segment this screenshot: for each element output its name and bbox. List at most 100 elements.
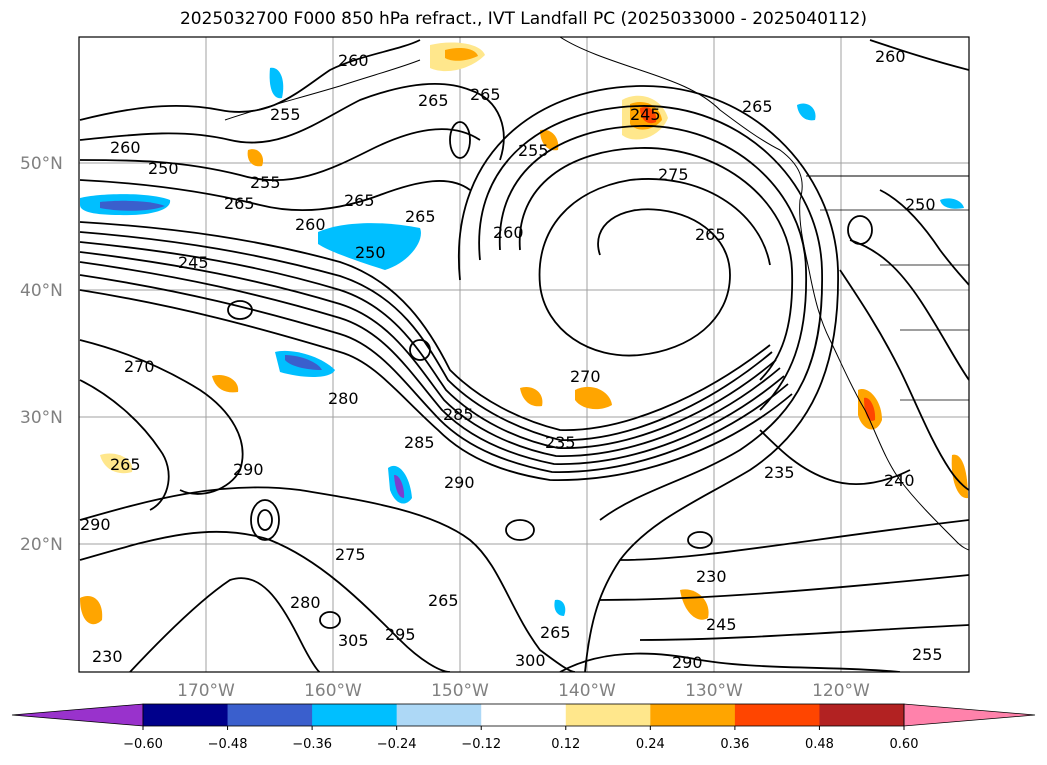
north-america-coastline [559, 37, 969, 551]
colorbar-segment [396, 704, 482, 726]
contour-label: 240 [884, 471, 915, 490]
contour-line [79, 221, 771, 431]
contour-label: 250 [148, 159, 179, 178]
contour-line [79, 251, 781, 457]
contour-cell [409, 339, 431, 361]
contour-line [849, 239, 969, 381]
colorbar-frame [142, 703, 905, 727]
contour-label: 250 [355, 243, 386, 262]
positive-anomaly-peak [640, 106, 657, 124]
contour-line [518, 147, 794, 381]
contour-label: 290 [233, 460, 264, 479]
contour-line [79, 339, 244, 495]
lon-label-170w: 170°W [177, 681, 235, 701]
lon-label-150w: 150°W [431, 681, 489, 701]
contour-label: 290 [80, 515, 111, 534]
shaded-anomalies [80, 42, 968, 625]
contour-label: 305 [338, 631, 369, 650]
positive-anomaly-patch [520, 386, 543, 407]
map-frame [78, 36, 970, 673]
lat-label-40n: 40°N [20, 281, 63, 301]
contour-label: 245 [630, 105, 661, 124]
contour-line [79, 379, 170, 511]
colorbar-tick-label: 0.60 [890, 737, 919, 752]
aleutian-islands [224, 59, 421, 121]
colorbar-segment [734, 704, 820, 726]
contour-line [79, 486, 576, 672]
contour-labels: 260 265 265 255 260 250 255 265 260 265 … [80, 47, 943, 672]
contour-label: 265 [110, 455, 141, 474]
negative-anomaly-core [394, 474, 405, 498]
colorbar-tick-label: −0.24 [377, 737, 417, 752]
lon-label-120w: 120°W [812, 681, 870, 701]
contour-line [129, 577, 321, 672]
colorbar-tick-label: −0.12 [461, 737, 501, 752]
contour-line [538, 178, 771, 357]
map-background [79, 37, 969, 672]
contour-label: 290 [672, 653, 703, 672]
positive-anomaly-core [445, 48, 478, 61]
negative-anomaly-patch [554, 599, 566, 616]
negative-anomaly-patch [318, 223, 421, 270]
contour-line [879, 189, 969, 286]
contour-label: 245 [178, 253, 209, 272]
positive-anomaly-patch [575, 386, 612, 410]
contour-label: 265 [540, 623, 571, 642]
colorbar-segment [481, 704, 567, 726]
contour-label: 275 [658, 165, 689, 184]
contour-line [79, 83, 505, 161]
contour-label: 265 [695, 225, 726, 244]
contour-label: 230 [92, 647, 123, 666]
contour-label: 265 [470, 85, 501, 104]
contour-label: 270 [570, 367, 601, 386]
negative-anomaly-core [100, 200, 165, 211]
lat-label-20n: 20°N [20, 535, 63, 555]
contour-label: 280 [328, 389, 359, 408]
contour-label: 265 [418, 91, 449, 110]
contour-cell [847, 215, 873, 245]
contour-label: 255 [270, 105, 301, 124]
contour-label: 265 [344, 191, 375, 210]
contour-cell [687, 531, 713, 549]
positive-anomaly-patch [80, 596, 103, 625]
contour-label: 260 [295, 215, 326, 234]
contour-line [79, 231, 773, 441]
contour-label: 265 [428, 591, 459, 610]
contour-label: 255 [912, 645, 943, 664]
contour-line [759, 429, 911, 486]
colorbar-tick-label: 0.24 [636, 737, 665, 752]
contour-label: 245 [706, 615, 737, 634]
positive-anomaly-patch [247, 149, 264, 167]
contour-line [599, 574, 969, 601]
colorbar-tick-label: 0.12 [551, 737, 580, 752]
contour-line [79, 274, 789, 473]
colorbar-tick-label: −0.60 [123, 737, 163, 752]
contour-line [498, 125, 808, 411]
colorbar: −0.60 −0.48 −0.36 −0.24 −0.12 0.12 0.24 0.36 0.4… [11, 703, 1036, 752]
contour-cell [250, 499, 280, 541]
contour-label: 275 [335, 545, 366, 564]
contour-label: 255 [250, 173, 281, 192]
contour-cell [505, 519, 535, 541]
contour-label: 270 [124, 357, 155, 376]
contour-label: 260 [493, 223, 524, 242]
positive-anomaly-peak [864, 397, 876, 421]
lat-label-50n: 50°N [20, 154, 63, 174]
contour-label: 300 [515, 651, 546, 670]
contour-label: 285 [404, 433, 435, 452]
longitude-labels: 170°W 160°W 150°W 140°W 130°W 120°W [177, 681, 870, 701]
positive-anomaly-patch [100, 453, 133, 474]
contour-label: 260 [110, 138, 141, 157]
contour-label: 260 [338, 51, 369, 70]
lat-label-30n: 30°N [20, 408, 63, 428]
colorbar-tick-label: 0.36 [720, 737, 749, 752]
colorbar-segment [143, 704, 229, 726]
lon-label-160w: 160°W [304, 681, 362, 701]
colorbar-segment [227, 704, 313, 726]
contour-line [619, 519, 969, 561]
colorbar-segment [565, 704, 651, 726]
contour-cell [319, 611, 341, 629]
negative-anomaly-patch [940, 198, 964, 209]
contour-label: 280 [290, 593, 321, 612]
